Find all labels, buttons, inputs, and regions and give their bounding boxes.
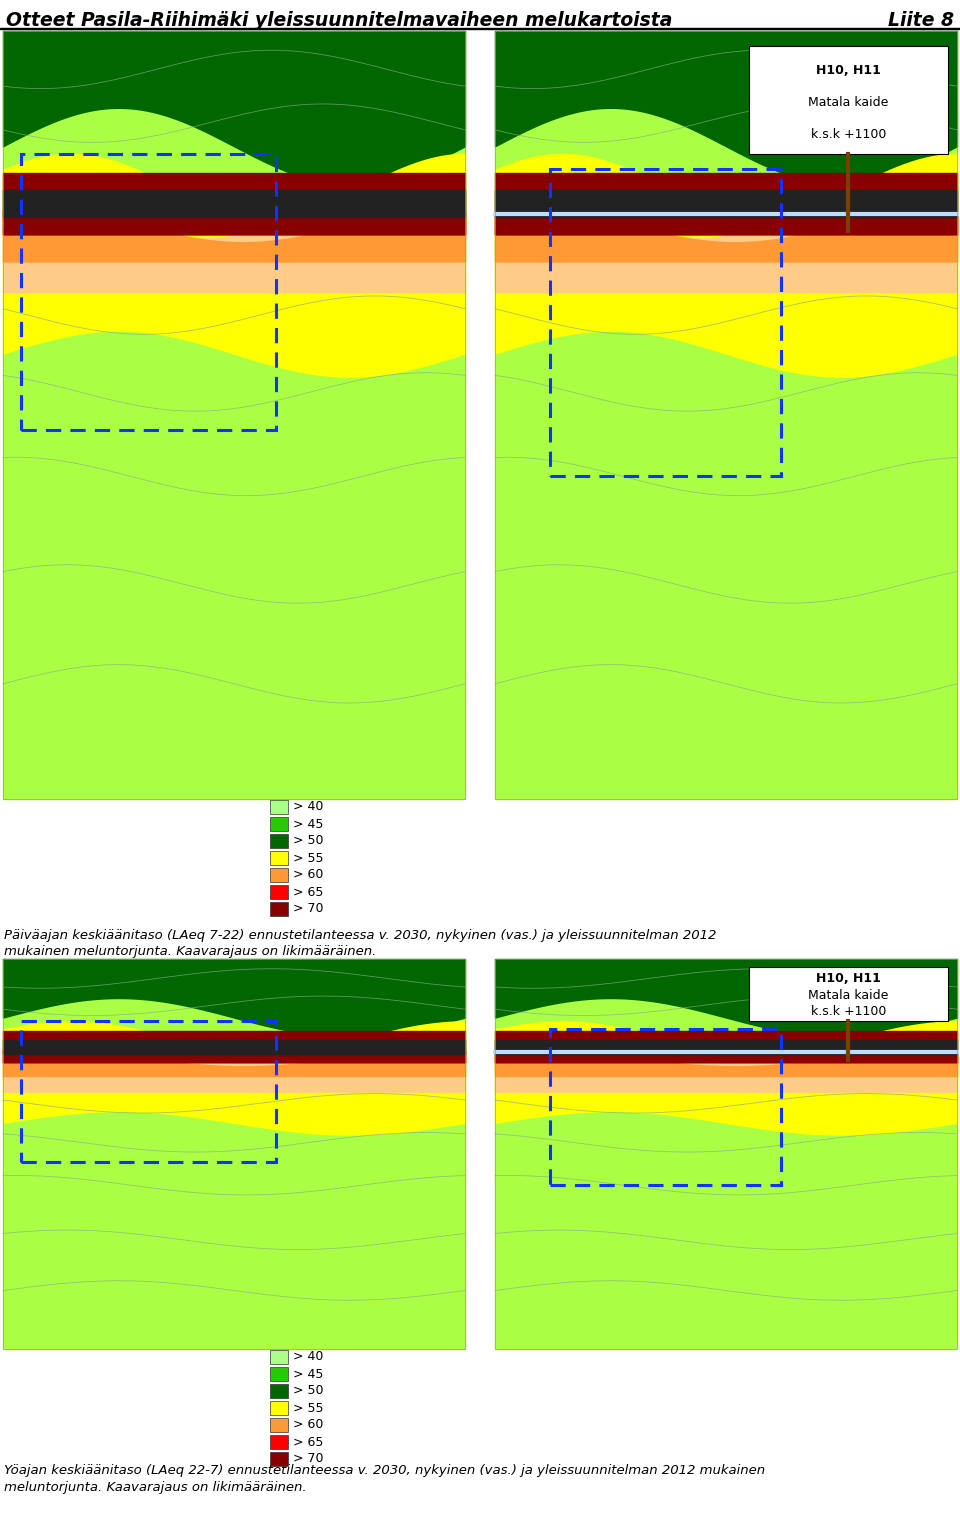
Text: Matala kaide: Matala kaide <box>808 96 889 109</box>
Text: Yöajan keskiäänitaso (LAeq 22-7) ennustetilanteessa v. 2030, nykyinen (vas.) ja : Yöajan keskiäänitaso (LAeq 22-7) ennuste… <box>4 1464 765 1476</box>
Text: Matala kaide: Matala kaide <box>808 989 889 1001</box>
Text: k.s.k +1100: k.s.k +1100 <box>811 128 886 141</box>
Bar <box>3 958 465 1349</box>
Bar <box>495 30 957 799</box>
Bar <box>550 1030 781 1185</box>
Text: > 45: > 45 <box>293 817 324 831</box>
Bar <box>749 966 948 1021</box>
Bar <box>270 1367 288 1381</box>
Bar <box>270 886 288 899</box>
Text: > 50: > 50 <box>293 834 324 848</box>
Text: Liite 8: Liite 8 <box>888 11 954 30</box>
Bar <box>550 169 781 477</box>
Text: > 60: > 60 <box>293 869 324 881</box>
Text: > 40: > 40 <box>293 1350 324 1364</box>
Text: > 70: > 70 <box>293 1452 324 1466</box>
Text: > 65: > 65 <box>293 1435 324 1449</box>
Text: H10, H11: H10, H11 <box>816 64 881 76</box>
Bar <box>495 30 957 799</box>
Text: > 70: > 70 <box>293 902 324 916</box>
Bar <box>270 801 288 814</box>
Text: k.s.k +1100: k.s.k +1100 <box>811 1006 886 1018</box>
Bar <box>270 1419 288 1432</box>
Text: > 55: > 55 <box>293 1402 324 1414</box>
Text: Otteet Pasila-Riihimäki yleissuunnitelmavaiheen melukartoista: Otteet Pasila-Riihimäki yleissuunnitelma… <box>6 11 672 30</box>
Bar <box>21 1021 276 1162</box>
Text: H10, H11: H10, H11 <box>816 972 881 986</box>
Bar <box>270 867 288 883</box>
Text: > 45: > 45 <box>293 1367 324 1381</box>
Text: mukainen meluntorjunta. Kaavarajaus on likimääräinen.: mukainen meluntorjunta. Kaavarajaus on l… <box>4 945 376 958</box>
Text: > 65: > 65 <box>293 886 324 899</box>
Text: > 60: > 60 <box>293 1419 324 1431</box>
Bar <box>495 958 957 1349</box>
Text: > 55: > 55 <box>293 852 324 864</box>
Bar <box>270 1350 288 1364</box>
Bar <box>270 1384 288 1397</box>
Bar <box>21 153 276 430</box>
Bar <box>270 851 288 864</box>
Text: > 50: > 50 <box>293 1384 324 1397</box>
Bar <box>3 30 465 799</box>
Text: meluntorjunta. Kaavarajaus on likimääräinen.: meluntorjunta. Kaavarajaus on likimääräi… <box>4 1481 306 1495</box>
Bar <box>3 958 465 1349</box>
Bar <box>270 1401 288 1416</box>
Bar <box>270 1435 288 1449</box>
Text: > 40: > 40 <box>293 801 324 814</box>
Bar <box>270 834 288 848</box>
Bar <box>495 958 957 1349</box>
Text: Päiväajan keskiäänitaso (LAeq 7-22) ennustetilanteessa v. 2030, nykyinen (vas.) : Päiväajan keskiäänitaso (LAeq 7-22) ennu… <box>4 930 716 942</box>
Bar <box>270 817 288 831</box>
Bar <box>270 902 288 916</box>
Bar <box>749 47 948 153</box>
Bar <box>270 1452 288 1466</box>
Bar <box>3 30 465 799</box>
